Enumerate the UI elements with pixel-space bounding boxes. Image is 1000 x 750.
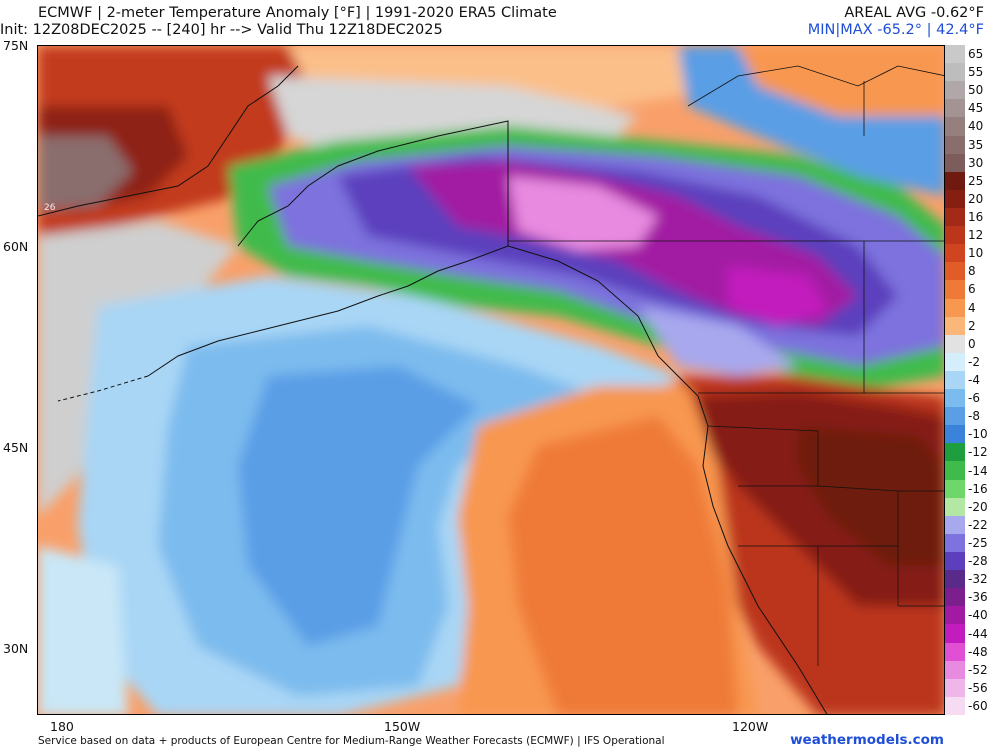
legend-label: -4 <box>968 373 980 387</box>
legend-swatch <box>945 407 965 426</box>
legend-label: -10 <box>968 427 988 442</box>
legend-label: 16 <box>968 210 984 225</box>
legend-swatch <box>945 678 965 698</box>
legend-label: 35 <box>968 137 984 152</box>
legend-label: -25 <box>968 535 988 550</box>
legend-label: 6 <box>968 282 976 297</box>
legend-swatch <box>945 334 965 354</box>
legend-swatch <box>945 389 965 408</box>
legend-swatch <box>945 479 965 499</box>
min-max-values: MIN|MAX -65.2° | 42.4°F <box>807 22 984 38</box>
legend-swatch <box>945 443 965 462</box>
legend-swatch <box>945 63 965 82</box>
legend-label: 10 <box>968 246 984 261</box>
legend-swatch <box>945 352 965 372</box>
legend-swatch <box>945 696 965 716</box>
lon-label-180: 180 <box>50 719 74 734</box>
legend-swatch <box>945 189 965 209</box>
legend-swatch <box>945 660 965 680</box>
lat-label-30n: 30N <box>3 641 29 656</box>
legend-swatch <box>945 117 965 137</box>
legend-swatch <box>945 606 965 625</box>
legend-label: -40 <box>968 608 988 623</box>
lon-label-150w: 150W <box>384 719 421 734</box>
legend-swatch <box>945 515 965 535</box>
legend-label: -36 <box>968 590 988 605</box>
legend-label: 0 <box>968 336 976 351</box>
legend-swatch <box>945 461 965 481</box>
legend-swatch <box>945 171 965 191</box>
legend-swatch <box>945 624 965 644</box>
legend-label: 55 <box>968 65 984 80</box>
legend-swatch <box>945 588 965 607</box>
legend-swatch <box>945 642 965 662</box>
color-legend <box>945 45 965 716</box>
legend-swatch <box>945 207 965 227</box>
legend-label: -6 <box>968 391 980 406</box>
legend-swatch <box>945 135 965 155</box>
anomaly-field: 26 <box>38 46 944 714</box>
init-valid-line: Init: 12Z08DEC2025 -- [240] hr --> Valid… <box>0 22 443 38</box>
legend-label: -8 <box>968 409 980 424</box>
legend-label: -14 <box>968 463 988 478</box>
legend-label: -16 <box>968 481 988 496</box>
lon-label-120w: 120W <box>732 719 769 734</box>
point-value-label: 26 <box>44 203 56 213</box>
legend-label: -56 <box>968 680 988 695</box>
legend-label: -28 <box>968 554 988 569</box>
legend-label: -32 <box>968 572 988 587</box>
legend-swatch <box>945 533 965 553</box>
legend-label: -52 <box>968 662 988 677</box>
legend-swatch <box>945 425 965 444</box>
legend-swatch <box>945 226 965 245</box>
legend-swatch <box>945 99 965 118</box>
legend-swatch <box>945 45 965 64</box>
legend-label: 2 <box>968 318 976 333</box>
temperature-anomaly-map: 26 <box>37 45 945 715</box>
legend-swatch <box>945 316 965 336</box>
legend-label: 45 <box>968 101 984 116</box>
legend-label: -44 <box>968 626 988 641</box>
legend-swatch <box>945 153 965 173</box>
legend-label: 8 <box>968 264 976 279</box>
legend-swatch <box>945 262 965 281</box>
legend-label: -12 <box>968 445 988 460</box>
legend-label: -60 <box>968 698 988 713</box>
map-title: ECMWF | 2-meter Temperature Anomaly [°F]… <box>38 5 557 21</box>
legend-swatch <box>945 280 965 299</box>
legend-label: 20 <box>968 191 984 206</box>
legend-swatch <box>945 244 965 263</box>
legend-label: -2 <box>968 354 980 369</box>
lat-label-60n: 60N <box>3 239 29 254</box>
legend-label: 40 <box>968 119 984 134</box>
legend-swatch <box>945 81 965 100</box>
legend-label: 25 <box>968 173 984 188</box>
legend-swatch <box>945 552 965 571</box>
legend-label: -48 <box>968 644 988 659</box>
legend-label: 65 <box>968 47 984 62</box>
legend-label: 50 <box>968 83 984 98</box>
lat-label-45n: 45N <box>3 440 29 455</box>
brand-link[interactable]: weathermodels.com <box>790 732 944 748</box>
legend-swatch <box>945 497 965 517</box>
data-credit: Service based on data + products of Euro… <box>38 735 665 747</box>
lat-label-75n: 75N <box>3 38 29 53</box>
legend-label: -20 <box>968 499 988 514</box>
legend-label: 30 <box>968 155 984 170</box>
legend-label: 12 <box>968 228 984 243</box>
legend-swatch <box>945 570 965 589</box>
legend-label: -22 <box>968 517 988 532</box>
legend-label: 4 <box>968 300 976 315</box>
areal-average: AREAL AVG -0.62°F <box>844 5 984 21</box>
legend-swatch <box>945 370 965 390</box>
legend-swatch <box>945 298 965 318</box>
